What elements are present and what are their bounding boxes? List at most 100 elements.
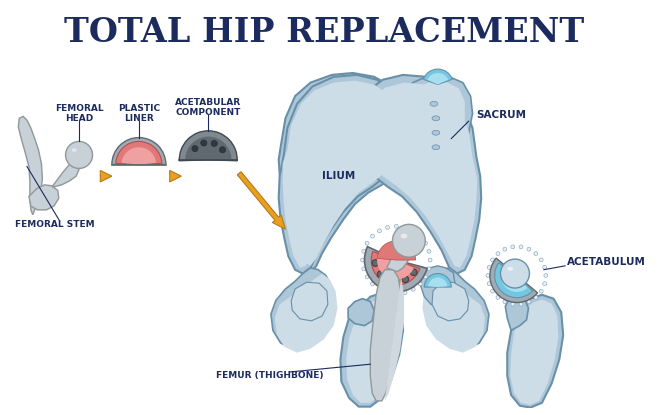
Text: ACETABULUM: ACETABULUM xyxy=(567,257,646,267)
Polygon shape xyxy=(19,116,42,215)
Ellipse shape xyxy=(403,291,407,295)
Ellipse shape xyxy=(519,245,523,249)
Ellipse shape xyxy=(511,245,515,249)
Ellipse shape xyxy=(490,258,494,262)
Ellipse shape xyxy=(401,234,407,238)
Ellipse shape xyxy=(503,300,507,304)
Polygon shape xyxy=(279,73,409,273)
Polygon shape xyxy=(346,299,399,403)
Ellipse shape xyxy=(411,287,415,291)
Ellipse shape xyxy=(365,241,369,245)
Text: ILIUM: ILIUM xyxy=(322,171,355,181)
Ellipse shape xyxy=(371,234,374,238)
Wedge shape xyxy=(179,131,237,161)
FancyArrow shape xyxy=(100,171,112,182)
Polygon shape xyxy=(510,300,559,405)
Text: SACRUM: SACRUM xyxy=(477,110,526,120)
Polygon shape xyxy=(370,270,401,401)
Wedge shape xyxy=(427,73,448,85)
Polygon shape xyxy=(29,185,59,210)
Ellipse shape xyxy=(544,273,548,277)
Ellipse shape xyxy=(424,275,428,279)
Wedge shape xyxy=(490,258,537,303)
Ellipse shape xyxy=(432,130,440,135)
Ellipse shape xyxy=(543,282,547,286)
Ellipse shape xyxy=(496,251,500,256)
Ellipse shape xyxy=(365,275,369,279)
Text: FEMUR (THIGHBONE): FEMUR (THIGHBONE) xyxy=(216,371,323,380)
Ellipse shape xyxy=(496,295,500,299)
Ellipse shape xyxy=(418,234,422,238)
Circle shape xyxy=(201,140,207,146)
Polygon shape xyxy=(389,265,403,284)
Polygon shape xyxy=(292,282,328,321)
Wedge shape xyxy=(122,147,156,165)
Ellipse shape xyxy=(428,258,432,262)
Polygon shape xyxy=(348,299,374,326)
Polygon shape xyxy=(384,263,401,295)
Ellipse shape xyxy=(486,273,490,277)
Polygon shape xyxy=(340,293,403,407)
Wedge shape xyxy=(364,247,427,292)
Text: FEMORAL
HEAD: FEMORAL HEAD xyxy=(55,104,103,123)
Polygon shape xyxy=(507,295,563,408)
Wedge shape xyxy=(185,137,231,160)
Wedge shape xyxy=(112,138,166,165)
Wedge shape xyxy=(377,241,416,260)
Polygon shape xyxy=(52,162,79,187)
Polygon shape xyxy=(387,243,410,272)
Ellipse shape xyxy=(361,258,364,262)
Circle shape xyxy=(377,271,384,278)
Text: TOTAL HIP REPLACEMENT: TOTAL HIP REPLACEMENT xyxy=(64,16,584,49)
Circle shape xyxy=(402,276,408,283)
Circle shape xyxy=(372,260,379,266)
Circle shape xyxy=(410,269,417,276)
Polygon shape xyxy=(279,75,405,273)
Circle shape xyxy=(65,142,93,168)
Ellipse shape xyxy=(395,225,399,228)
Circle shape xyxy=(393,225,425,257)
Polygon shape xyxy=(420,266,455,306)
Wedge shape xyxy=(371,251,420,285)
Wedge shape xyxy=(424,273,451,287)
Polygon shape xyxy=(405,75,473,179)
Ellipse shape xyxy=(534,251,538,256)
Text: ACETABULAR
COMPONENT: ACETABULAR COMPONENT xyxy=(175,98,241,117)
Polygon shape xyxy=(505,295,528,330)
Wedge shape xyxy=(494,263,533,298)
Wedge shape xyxy=(428,277,447,287)
Polygon shape xyxy=(282,83,399,268)
Polygon shape xyxy=(422,273,485,353)
Ellipse shape xyxy=(503,247,507,251)
Polygon shape xyxy=(432,282,469,321)
Ellipse shape xyxy=(487,282,491,286)
Ellipse shape xyxy=(487,266,491,269)
Ellipse shape xyxy=(543,266,547,269)
Wedge shape xyxy=(377,255,414,279)
Ellipse shape xyxy=(527,300,531,304)
Ellipse shape xyxy=(539,258,543,262)
Polygon shape xyxy=(410,81,465,166)
FancyArrow shape xyxy=(170,171,181,182)
Polygon shape xyxy=(426,268,489,349)
Ellipse shape xyxy=(411,229,415,233)
Ellipse shape xyxy=(430,101,438,106)
Ellipse shape xyxy=(519,302,523,306)
Circle shape xyxy=(500,259,529,288)
Ellipse shape xyxy=(534,295,538,299)
Ellipse shape xyxy=(385,291,389,295)
Ellipse shape xyxy=(385,225,389,229)
Ellipse shape xyxy=(490,289,494,293)
Ellipse shape xyxy=(418,282,422,286)
Ellipse shape xyxy=(371,282,374,286)
FancyArrow shape xyxy=(237,172,286,229)
Polygon shape xyxy=(506,272,525,316)
Circle shape xyxy=(211,140,217,146)
Ellipse shape xyxy=(432,145,440,150)
Circle shape xyxy=(192,146,198,152)
Ellipse shape xyxy=(362,267,366,271)
Ellipse shape xyxy=(427,267,431,271)
Ellipse shape xyxy=(427,249,431,253)
Ellipse shape xyxy=(72,149,77,152)
Wedge shape xyxy=(500,267,527,292)
